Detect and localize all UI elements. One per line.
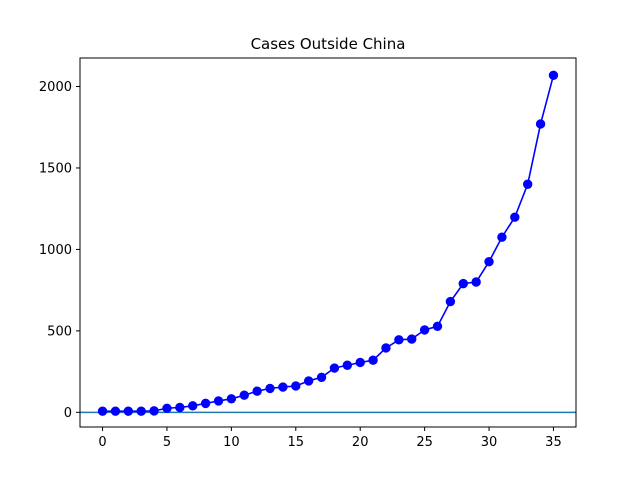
data-point: [445, 296, 456, 307]
data-point: [226, 394, 237, 404]
data-point: [291, 381, 301, 391]
plot-area: 0 5 10 15 20 25 30 35 0 500 1000 1500 2000: [39, 57, 577, 450]
data-point: [381, 343, 391, 353]
data-point: [342, 360, 353, 370]
data-point: [510, 212, 520, 222]
data-point: [432, 321, 443, 332]
data-point: [522, 179, 533, 189]
data-point: [407, 334, 417, 344]
data-point: [200, 398, 211, 409]
data-point: [368, 355, 378, 365]
x-tick-label: 10: [223, 435, 240, 450]
y-tick-label: 2000: [39, 80, 72, 95]
data-point: [175, 402, 185, 413]
data-point: [265, 383, 275, 394]
data-point: [355, 357, 365, 368]
data-point: [535, 119, 546, 129]
data-point: [329, 363, 340, 373]
data-point: [316, 372, 327, 383]
y-tick-label: 500: [47, 324, 72, 339]
x-tick-label: 20: [352, 435, 369, 450]
data-point: [188, 401, 198, 411]
data-point: [303, 376, 314, 386]
x-tick-label: 15: [288, 435, 305, 450]
x-tick-label: 25: [416, 435, 433, 450]
data-point: [548, 70, 559, 80]
data-point: [162, 403, 172, 413]
x-tick-label: 35: [545, 435, 562, 450]
x-tick-label: 30: [481, 435, 498, 450]
data-point: [149, 406, 159, 416]
data-point: [239, 390, 249, 400]
y-tick-label: 1500: [39, 161, 72, 176]
data-point: [213, 396, 224, 406]
data-point: [394, 335, 404, 345]
chart-title: Cases Outside China: [251, 35, 406, 53]
data-point: [110, 406, 121, 416]
data-point: [123, 406, 134, 416]
data-point: [136, 406, 146, 416]
x-tick-label: 5: [163, 435, 171, 450]
data-point: [252, 386, 262, 396]
data-point: [458, 278, 468, 289]
data-point: [484, 256, 494, 267]
data-point: [278, 382, 288, 392]
x-tick-label: 0: [98, 435, 106, 450]
data-point: [471, 277, 481, 287]
data-point: [419, 325, 430, 335]
y-tick-label: 1000: [39, 243, 72, 258]
y-tick-label: 0: [64, 406, 72, 421]
data-point: [497, 232, 507, 242]
axes-frame: [79, 57, 577, 428]
data-point: [97, 406, 108, 416]
